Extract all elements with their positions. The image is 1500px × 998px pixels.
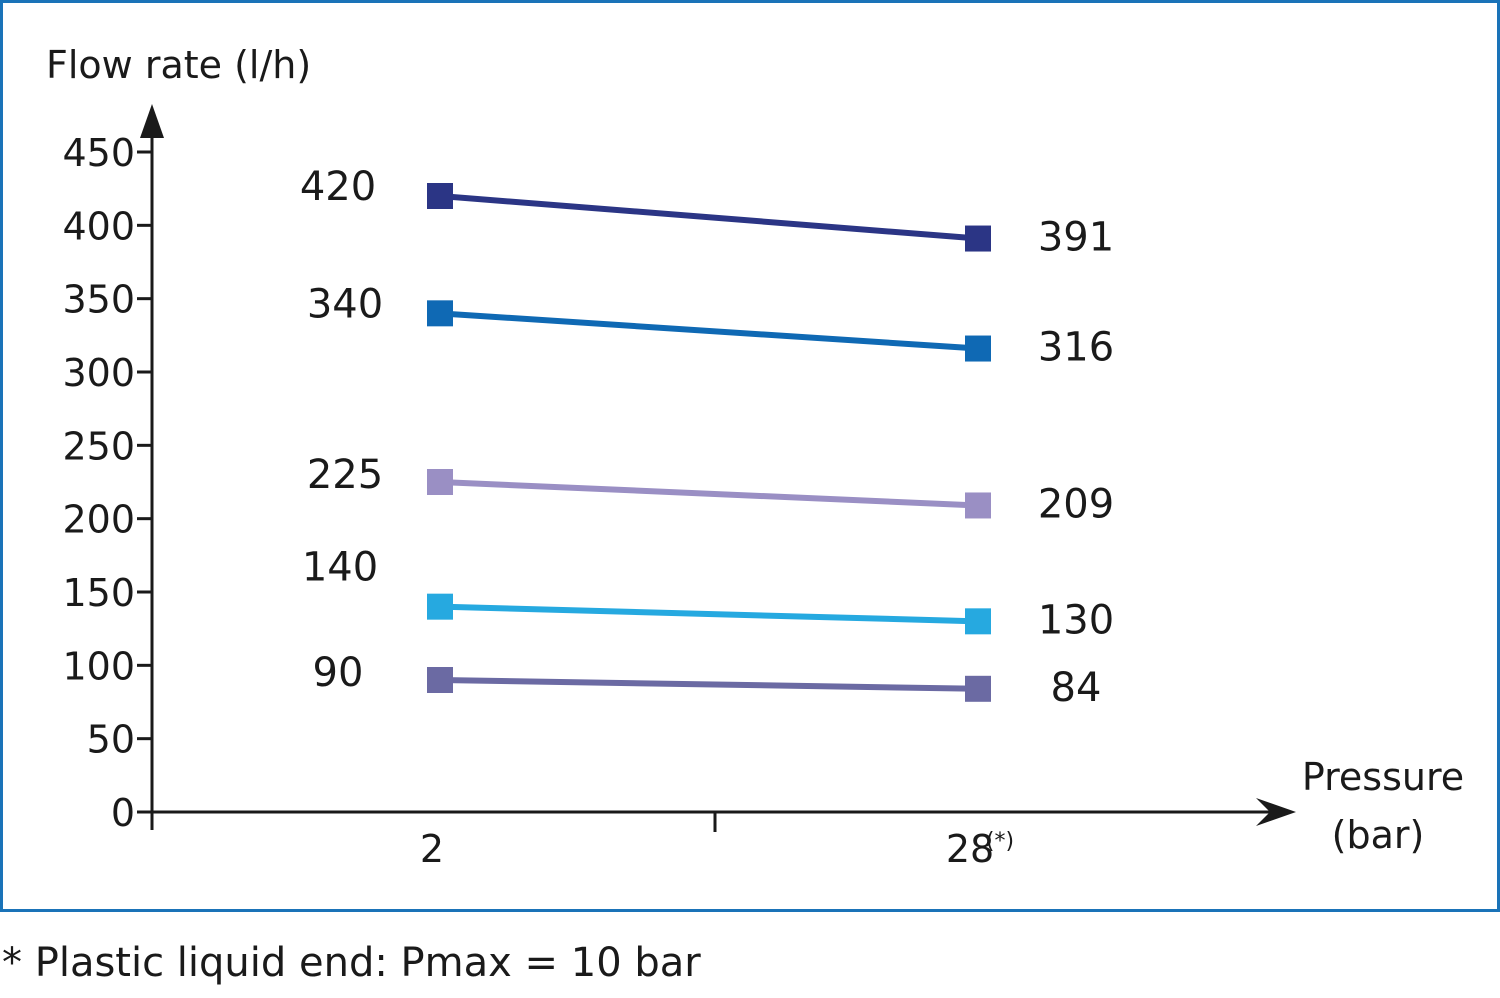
data-label-left: 420 [300,164,376,210]
data-point-marker [427,593,453,620]
data-point-marker [965,225,991,252]
data-label-right: 130 [1038,597,1114,643]
flow-rate-chart: Flow rate (l/h) Pressure (bar) 0 50 100 150… [46,43,1464,871]
data-point-marker [427,183,453,209]
data-point-marker [427,469,453,495]
y-tick-label: 250 [62,424,135,468]
y-tick-label: 300 [62,351,135,395]
data-label-right: 316 [1038,325,1114,371]
data-label-right: 391 [1038,215,1114,261]
chart-frame [0,0,1500,912]
data-label-left: 340 [307,281,383,327]
y-tick-label: 350 [62,278,135,322]
data-point-marker [965,675,991,702]
x-tick-label: 28 [946,827,994,871]
y-ticks: 0 50 100 150 200 250 300 350 400 450 [62,131,152,835]
series-line [439,310,979,352]
y-axis-arrow [140,104,164,138]
series-line [439,193,979,242]
y-tick-label: 100 [62,644,135,688]
data-point-marker [965,492,991,519]
x-tick-label: 2 [420,827,444,871]
footnote: * Plastic liquid end: Pmax = 10 bar [2,940,701,986]
data-point-marker [427,300,453,327]
y-tick-label: 200 [62,498,135,542]
x-ticks: 2 28(*) [420,827,1014,871]
y-tick-label: 400 [62,204,135,248]
y-axis-title: Flow rate (l/h) [46,43,311,87]
x-axis-title-line1: Pressure [1302,755,1464,799]
data-label-left: 225 [307,452,383,498]
data-label-left: 140 [302,545,378,591]
data-point-marker [427,667,453,693]
y-tick-label: 50 [87,718,135,762]
x-axis-title-line2: (bar) [1332,813,1425,857]
series-layer: 420 391 340 316 225 209 140 130 90 84 [300,164,1114,711]
x-tick-footnote-marker: (*) [986,829,1014,854]
data-label-left: 90 [313,650,364,696]
y-tick-label: 450 [62,131,135,175]
data-label-right: 84 [1051,665,1102,711]
data-point-marker [965,335,991,362]
x-axis-arrow [1256,798,1296,826]
data-label-right: 209 [1038,481,1114,527]
y-tick-label: 0 [111,791,135,835]
y-tick-label: 150 [62,571,135,615]
series-line [439,677,979,692]
series-line [439,603,979,625]
series-line [439,479,979,509]
data-point-marker [965,608,991,635]
